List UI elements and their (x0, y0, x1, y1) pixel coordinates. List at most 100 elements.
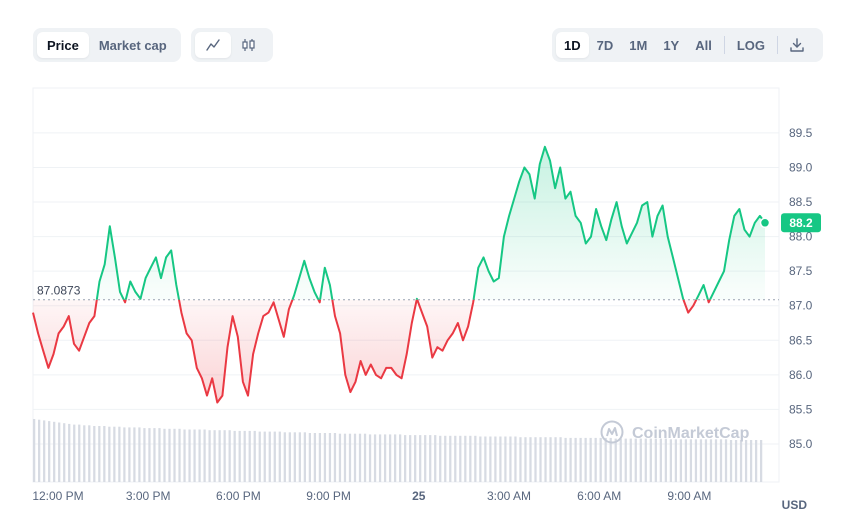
volume-bar (203, 429, 206, 482)
volume-bar (574, 437, 577, 482)
range-1m-button[interactable]: 1M (629, 37, 648, 53)
volume-bar (739, 440, 743, 482)
volume-bar (198, 429, 201, 482)
volume-bar (263, 431, 266, 482)
volume-bar (499, 436, 502, 482)
volume-bar (118, 426, 121, 482)
price-line (32, 145, 766, 404)
volume-bar (103, 426, 106, 482)
volume-bar (669, 439, 672, 482)
line-chart-icon (206, 39, 220, 51)
volume-bar (363, 433, 367, 482)
volume-bar (584, 437, 587, 482)
volume-bar (429, 435, 432, 482)
volume-bar (699, 439, 703, 482)
volume-bar (268, 431, 271, 482)
volume-bar (554, 437, 557, 482)
range-7d-button[interactable]: 7D (596, 37, 614, 53)
log-scale-button[interactable]: LOG (736, 37, 766, 53)
volume-bar (759, 440, 763, 482)
volume-bar (409, 435, 412, 482)
volume-bar (73, 424, 76, 482)
watermark-text: CoinMarketCap (632, 425, 750, 442)
volume-bar (724, 439, 728, 482)
volume-bar (348, 433, 352, 482)
line-chart-button[interactable] (195, 32, 231, 58)
range-1d-button[interactable]: 1D (556, 32, 589, 58)
volume-bar (734, 440, 738, 482)
area-fill-above (33, 146, 765, 300)
x-tick-label: 9:00 AM (667, 489, 711, 503)
volume-bar (88, 425, 91, 482)
volume-bar (283, 432, 286, 482)
volume-bar (303, 432, 306, 482)
volume-bar (133, 427, 136, 482)
range-1y-button[interactable]: 1Y (663, 37, 680, 53)
volume-bar (644, 438, 647, 482)
volume-bar (504, 436, 507, 482)
currency-label: USD (782, 498, 808, 512)
volume-bar (689, 439, 693, 482)
volume-bar (313, 433, 317, 482)
x-tick-label: 9:00 PM (306, 489, 351, 503)
y-tick-label: 88.0 (789, 230, 813, 244)
market-cap-tab[interactable]: Market cap (98, 37, 167, 53)
y-tick-label: 87.0 (789, 299, 813, 313)
volume-bar (529, 437, 532, 482)
volume-bar (494, 436, 497, 482)
volume-bar (729, 440, 733, 482)
candlestick-chart-button[interactable] (231, 32, 267, 58)
volume-bar (524, 437, 527, 482)
volume-bar (358, 433, 362, 482)
volume-bar (489, 436, 492, 482)
range-all-button[interactable]: All (695, 37, 712, 53)
volume-bar (388, 434, 392, 482)
volume-bar (509, 436, 512, 482)
volume-bar (434, 435, 437, 482)
volume-bar (323, 433, 327, 482)
volume-bar (624, 438, 627, 482)
x-tick-label: 3:00 PM (126, 489, 171, 503)
volume-bar (343, 433, 347, 482)
volume-bar (328, 433, 332, 482)
volume-bar (298, 432, 301, 482)
volume-bar (579, 437, 582, 482)
volume-bar (749, 440, 753, 482)
price-area (33, 146, 765, 403)
volume-bar (404, 435, 407, 482)
price-line-down (32, 299, 712, 404)
price-tab[interactable]: Price (37, 32, 89, 58)
volume-bar (464, 435, 467, 482)
volume-bar (634, 438, 637, 482)
y-tick-label: 88.5 (789, 195, 813, 209)
volume-bar (549, 437, 552, 482)
volume-bar (333, 433, 337, 482)
volume-bar (378, 434, 382, 482)
download-button[interactable] (782, 32, 812, 58)
last-price-dot (759, 217, 771, 229)
volume-bar (293, 432, 296, 482)
volume-bar (273, 431, 276, 482)
volume-bar (148, 428, 151, 482)
volume-bar (258, 431, 261, 482)
divider (723, 36, 725, 54)
volume-bar (604, 437, 607, 482)
y-tick-label: 86.5 (789, 333, 813, 347)
volume-bar (353, 433, 357, 482)
volume-bar (454, 435, 457, 482)
volume-bar (83, 425, 86, 482)
volume-bar (63, 423, 66, 482)
download-icon (790, 38, 804, 52)
volume-bar (619, 438, 622, 482)
volume-bar (674, 439, 678, 482)
coinmarketcap-logo-icon (600, 420, 624, 444)
volume-bar (233, 430, 236, 482)
last-price-label: 88.2 (789, 216, 813, 230)
volume-bar (248, 430, 251, 482)
volume-bar (93, 426, 96, 482)
y-tick-label: 85.5 (789, 402, 813, 416)
volume-bar (654, 438, 657, 482)
volume-bar (714, 439, 718, 482)
volume-bar (158, 428, 161, 482)
